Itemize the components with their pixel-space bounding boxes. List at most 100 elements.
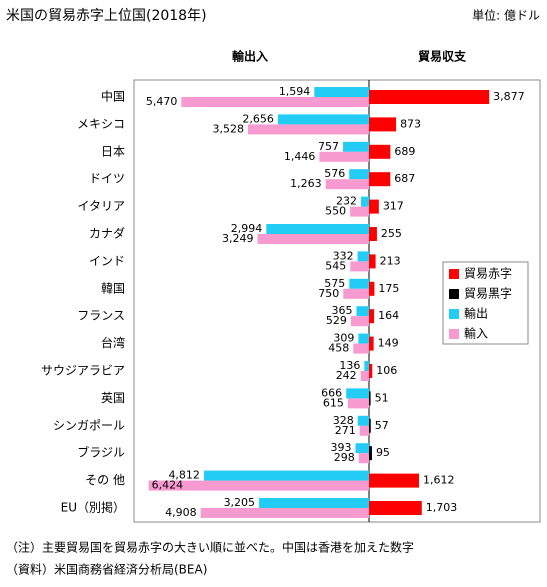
bar	[277, 114, 369, 125]
bar	[247, 124, 369, 135]
bar	[369, 501, 422, 515]
value-label: 4,908	[165, 506, 197, 519]
bar	[200, 508, 369, 518]
bar	[349, 169, 369, 180]
bar	[350, 206, 369, 217]
bar	[257, 234, 369, 244]
bar	[356, 306, 369, 317]
value-label: 545	[325, 259, 346, 272]
bar	[369, 309, 375, 324]
value-label: 1,703	[426, 501, 458, 514]
category-label: サウジアラビア	[41, 364, 125, 378]
bar	[358, 453, 369, 464]
bar	[369, 254, 376, 269]
value-label: 1,612	[423, 474, 455, 487]
value-label: 175	[378, 282, 399, 295]
chart-title: 米国の貿易赤字上位国(2018年)	[6, 8, 207, 24]
category-label: カナダ	[89, 226, 125, 241]
legend-label: 貿易黒字	[464, 286, 512, 301]
value-label: 689	[394, 145, 415, 158]
left-header: 輸出入	[232, 49, 268, 64]
category-label: 中国	[101, 89, 125, 104]
value-label: 576	[324, 167, 345, 180]
value-label: 106	[376, 364, 397, 377]
unit-label: 単位: 億ドル	[472, 8, 540, 23]
value-label: 51	[375, 391, 389, 404]
value-label: 213	[380, 254, 401, 267]
bar	[369, 391, 371, 406]
bar	[353, 343, 369, 354]
bar	[181, 97, 369, 107]
value-label: 4,812	[168, 469, 200, 482]
category-label: その 他	[85, 473, 125, 487]
note: （注）主要貿易国を貿易赤字の大きい順に並べた。中国は香港を加えた数字	[6, 540, 414, 555]
value-label: 6,424	[152, 479, 184, 492]
bar	[347, 398, 369, 409]
value-label: 529	[326, 314, 347, 327]
legend-swatch	[449, 309, 459, 319]
legend-swatch	[449, 269, 459, 279]
value-label: 271	[335, 424, 356, 437]
category-label: 英国	[101, 391, 125, 405]
bar	[203, 470, 369, 481]
bar	[369, 172, 391, 187]
value-label: 255	[381, 227, 402, 240]
value-label: 309	[333, 332, 354, 345]
value-label: 3,528	[212, 122, 244, 135]
bar	[357, 415, 369, 426]
value-label: 750	[318, 287, 339, 300]
bar	[369, 90, 490, 104]
category-label: 日本	[101, 144, 125, 158]
value-label: 757	[318, 140, 339, 153]
plot-frame	[133, 79, 541, 523]
value-label: 149	[378, 337, 399, 350]
bar	[314, 87, 369, 97]
legend-label: 輸出	[464, 306, 488, 321]
value-label: 615	[323, 396, 344, 409]
value-label: 550	[325, 205, 346, 218]
value-label: 393	[331, 441, 352, 454]
value-label: 3,877	[493, 90, 525, 103]
bar	[369, 117, 397, 132]
bar	[343, 288, 369, 299]
bar	[369, 418, 371, 433]
value-label: 328	[333, 414, 354, 427]
legend-label: 輸入	[464, 326, 488, 341]
bar	[355, 443, 369, 454]
bar	[346, 388, 369, 399]
value-label: 1,594	[279, 85, 311, 98]
note: （資料）米国商務省経済分析局(BEA)	[6, 562, 207, 577]
bar	[148, 480, 369, 491]
value-label: 242	[336, 369, 357, 382]
bar	[325, 179, 369, 190]
legend-swatch	[449, 329, 459, 339]
bar	[369, 144, 391, 159]
value-label: 232	[336, 195, 357, 208]
bar	[369, 199, 379, 214]
category-label: フランス	[77, 309, 125, 323]
bar	[360, 371, 369, 381]
bar	[369, 336, 374, 351]
bar	[343, 141, 369, 152]
category-label: ブラジル	[77, 445, 125, 460]
bar	[259, 498, 369, 508]
value-label: 3,205	[224, 496, 256, 509]
category-label: インド	[89, 254, 125, 268]
bar	[350, 316, 369, 327]
value-label: 365	[331, 304, 352, 317]
value-label: 317	[383, 200, 404, 213]
bar	[369, 446, 372, 461]
category-label: ドイツ	[89, 172, 125, 186]
bar	[319, 151, 369, 162]
category-label: イタリア	[77, 199, 125, 213]
value-label: 1,263	[290, 177, 322, 190]
value-label: 687	[394, 172, 415, 185]
value-label: 666	[321, 386, 342, 399]
legend-swatch	[449, 289, 459, 299]
bar	[266, 224, 369, 234]
bar	[369, 281, 375, 296]
value-label: 3,249	[222, 232, 254, 245]
category-label: メキシコ	[77, 117, 125, 131]
bar	[361, 196, 369, 207]
